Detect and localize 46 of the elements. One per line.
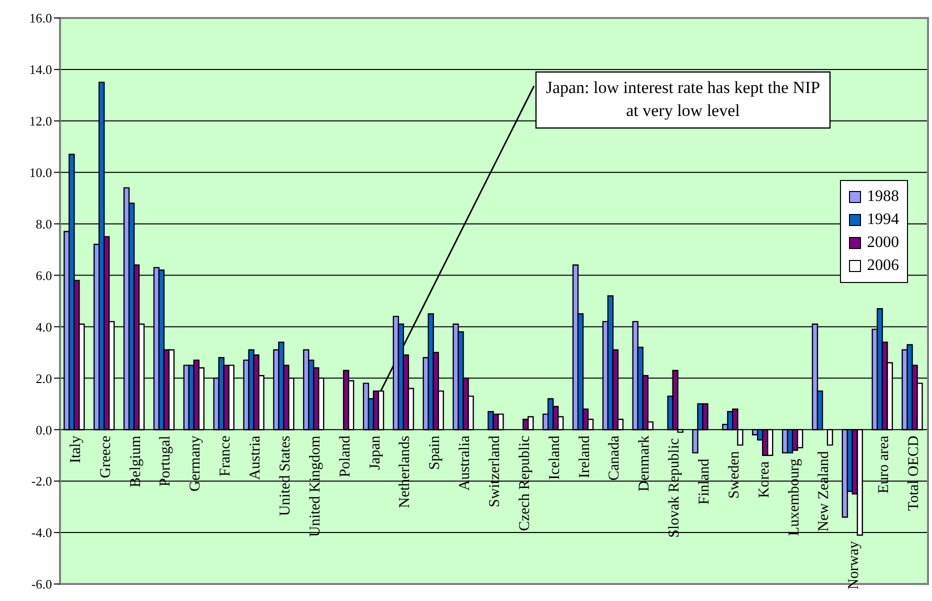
x-tick-label: Austria	[248, 435, 264, 480]
x-tick-label: Total OECD	[906, 435, 922, 511]
x-tick-label: United Kingdom	[307, 435, 324, 537]
y-tick-label: 0.0	[36, 422, 52, 438]
x-tick-label: Luxembourg	[786, 458, 802, 536]
y-tick-label: 8.0	[36, 216, 52, 232]
legend-label: 1988	[867, 188, 899, 206]
x-tick-label: Germany	[188, 435, 204, 492]
y-tick-label: -6.0	[31, 576, 52, 592]
x-tick-label: France	[218, 435, 234, 476]
x-tick-label: New Zealand	[816, 450, 832, 532]
legend-label: 2006	[867, 257, 899, 275]
x-tick-label: Netherlands	[397, 435, 414, 508]
x-tick-label: Sweden	[726, 450, 742, 499]
x-tick-label: Finland	[696, 458, 713, 505]
y-tick-label: 12.0	[29, 114, 52, 129]
x-tick-label: Canada	[606, 435, 623, 481]
y-tick-label: 14.0	[29, 62, 52, 78]
annotation: Japan: low interest rate has kept the NIP at very low level	[544, 77, 822, 122]
x-tick-label: Poland	[337, 435, 354, 478]
y-tick-label: -4.0	[31, 525, 52, 540]
x-tick-label: Spain	[427, 435, 444, 470]
x-tick-label: Portugal	[158, 436, 174, 486]
x-tick-label: Denmark	[636, 435, 653, 492]
x-tick-label: Australia	[457, 435, 474, 491]
legend-label: 2000	[867, 234, 899, 252]
x-tick-label: Korea	[756, 461, 772, 498]
x-tick-label: Japan	[367, 435, 384, 470]
x-tick-label: Iceland	[546, 435, 563, 480]
x-tick-label: Greece	[98, 435, 114, 478]
y-tick-label: 10.0	[29, 164, 52, 180]
x-tick-label: Norway	[846, 540, 862, 590]
x-tick-label: United States	[277, 435, 294, 516]
y-tick-label: -2.0	[31, 474, 52, 489]
y-tick-label: 4.0	[36, 319, 52, 334]
legend-label: 1994	[867, 211, 899, 229]
x-tick-label: Italy	[68, 435, 84, 464]
y-tick-label: 6.0	[36, 268, 52, 283]
x-tick-label: Czech Republic	[516, 435, 533, 532]
y-tick-label: 16.0	[29, 10, 52, 26]
y-tick-label: 2.0	[36, 370, 52, 386]
x-tick-label: Euro area	[876, 435, 892, 494]
x-tick-label: Belgium	[128, 435, 144, 488]
x-tick-label: Switzerland	[487, 435, 503, 508]
x-tick-label: Slovak Republic	[666, 438, 683, 538]
x-tick-label: Ireland	[576, 435, 593, 478]
